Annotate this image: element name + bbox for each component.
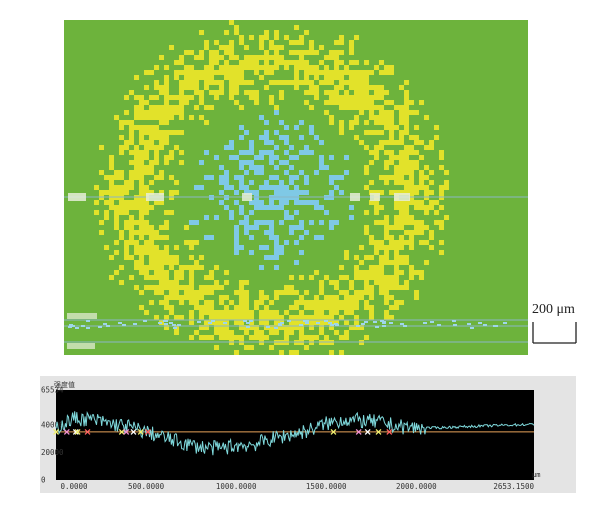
line-marker-tag — [350, 193, 360, 201]
y-tick-label: 0 — [41, 476, 46, 485]
scan-line-tag — [67, 343, 95, 349]
crossing-marker — [123, 428, 130, 435]
line-marker-tag — [394, 193, 410, 201]
intensity-profile-chart: 强度值 65534 40000 20000 0 0.0000 500.0000 1000.… — [41, 380, 540, 491]
crossing-marker — [364, 428, 371, 435]
profile-title: 强度值 — [54, 380, 75, 389]
scan-line-tag — [67, 313, 97, 319]
crossing-marker — [74, 428, 81, 435]
crossing-marker — [72, 428, 79, 435]
scale-bar-label: 200 μm — [532, 302, 575, 317]
crossing-marker — [84, 428, 91, 435]
crossing-marker — [144, 428, 151, 435]
line-marker-tag — [370, 193, 380, 201]
intensity-profile-panel: 强度值 65534 40000 20000 0 0.0000 500.0000 1000.… — [40, 376, 576, 493]
crossing-marker — [137, 428, 144, 435]
crossing-marker — [130, 428, 137, 435]
x-unit-label: μm — [532, 471, 540, 479]
crossing-marker — [330, 428, 337, 435]
crossing-marker — [355, 428, 362, 435]
x-tick-label: 1000.0000 — [216, 482, 257, 491]
crossing-marker — [63, 428, 70, 435]
line-marker-tag — [146, 193, 164, 201]
intensity-map-canvas — [64, 20, 528, 355]
x-tick-label: 2653.1500 — [493, 482, 534, 491]
crossing-marker — [386, 428, 393, 435]
crossing-marker — [53, 428, 59, 435]
plot-area — [56, 390, 534, 480]
intensity-series-line — [55, 411, 535, 456]
crossing-marker — [118, 428, 125, 435]
x-tick-label: 2000.0000 — [396, 482, 437, 491]
y-tick-label: 20000 — [41, 448, 64, 457]
line-marker-tag — [242, 193, 252, 201]
y-tick-label: 40000 — [41, 421, 64, 430]
x-tick-label: 0.0000 — [60, 482, 88, 491]
crossing-marker — [375, 428, 382, 435]
x-tick-label: 1500.0000 — [306, 482, 347, 491]
y-tick-label: 65534 — [41, 386, 64, 395]
x-tick-label: 500.0000 — [128, 482, 165, 491]
line-marker-tag — [68, 193, 86, 201]
scale-bar — [532, 322, 577, 344]
intensity-map-image — [64, 20, 528, 355]
